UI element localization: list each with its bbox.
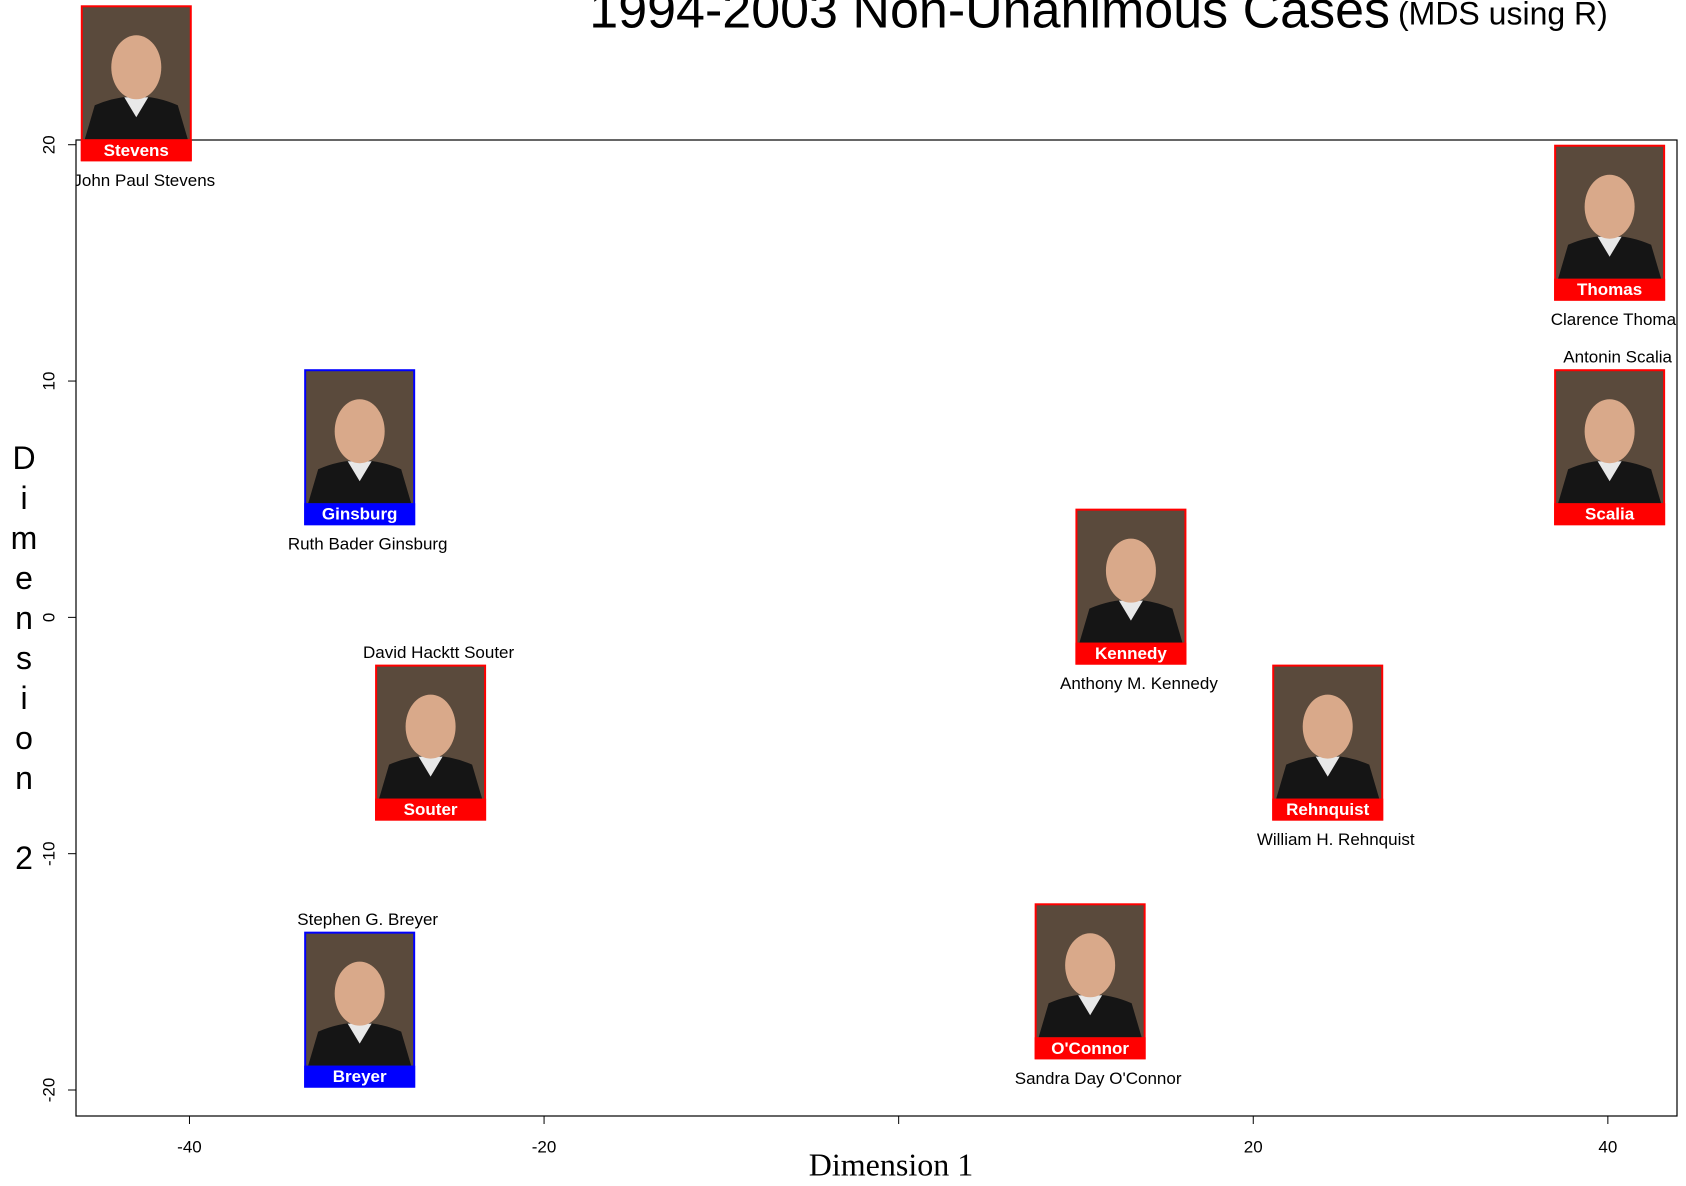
full-name: Stephen G. Breyer (297, 910, 438, 929)
y-tick-label: 0 (39, 613, 58, 622)
short-name: O'Connor (1051, 1039, 1129, 1058)
short-name: Stevens (104, 141, 169, 160)
short-name: Kennedy (1095, 644, 1167, 663)
full-name: William H. Rehnquist (1257, 830, 1415, 849)
x-tick-label: 40 (1598, 1137, 1617, 1156)
x-axis-label: Dimension 1 (809, 1146, 973, 1182)
y-tick-label: 20 (39, 135, 58, 154)
full-name: John Paul Stevens (73, 171, 215, 190)
chart: 1994-2003 Non-Unanimous Cases (MDS using… (0, 0, 1686, 1186)
justice-photo: Kennedy (1075, 509, 1186, 665)
short-name: Thomas (1577, 280, 1642, 299)
short-name: Rehnquist (1286, 800, 1369, 819)
photo-face (111, 35, 161, 99)
justice-photo: Breyer (304, 932, 415, 1088)
short-name: Breyer (333, 1067, 387, 1086)
photo-face (1303, 695, 1353, 759)
photo-face (1585, 175, 1635, 239)
justice-photo: O'Connor (1035, 903, 1146, 1059)
full-name: Sandra Day O'Connor (1015, 1069, 1182, 1088)
justice-photo: Souter (375, 665, 486, 821)
photo-face (1585, 399, 1635, 463)
page: 1994-2003 Non-Unanimous Cases (MDS using… (0, 0, 1686, 1186)
short-name: Souter (404, 800, 458, 819)
chart-subtitle: (MDS using R) (1398, 0, 1608, 31)
short-name: Scalia (1585, 505, 1635, 524)
x-tick-label: -40 (177, 1137, 202, 1156)
full-name: David Hacktt Souter (363, 643, 515, 662)
justice-photo: Ginsburg (304, 369, 415, 525)
justice-photo: Thomas (1554, 145, 1665, 301)
photo-face (335, 962, 385, 1026)
justice-photo: Scalia (1554, 369, 1665, 525)
y-tick-label: -20 (39, 1078, 58, 1103)
full-name: Clarence Thomas (1551, 310, 1685, 329)
full-name: Antonin Scalia (1563, 348, 1672, 367)
photo-face (1065, 933, 1115, 997)
x-tick-label: -20 (532, 1137, 557, 1156)
y-tick-label: -10 (39, 841, 58, 866)
justice-photo: Rehnquist (1272, 665, 1383, 821)
y-tick-label: 10 (39, 372, 58, 391)
justice-photo: Stevens (81, 5, 192, 161)
x-tick-label: 20 (1244, 1137, 1263, 1156)
photo-face (406, 695, 456, 759)
y-axis-label: Dimension 2 (8, 440, 40, 880)
short-name: Ginsburg (322, 505, 398, 524)
photo-face (1106, 539, 1156, 603)
full-name: Ruth Bader Ginsburg (288, 535, 448, 554)
chart-title: 1994-2003 Non-Unanimous Cases (589, 0, 1390, 40)
full-name: Anthony M. Kennedy (1060, 674, 1218, 693)
photo-face (335, 399, 385, 463)
